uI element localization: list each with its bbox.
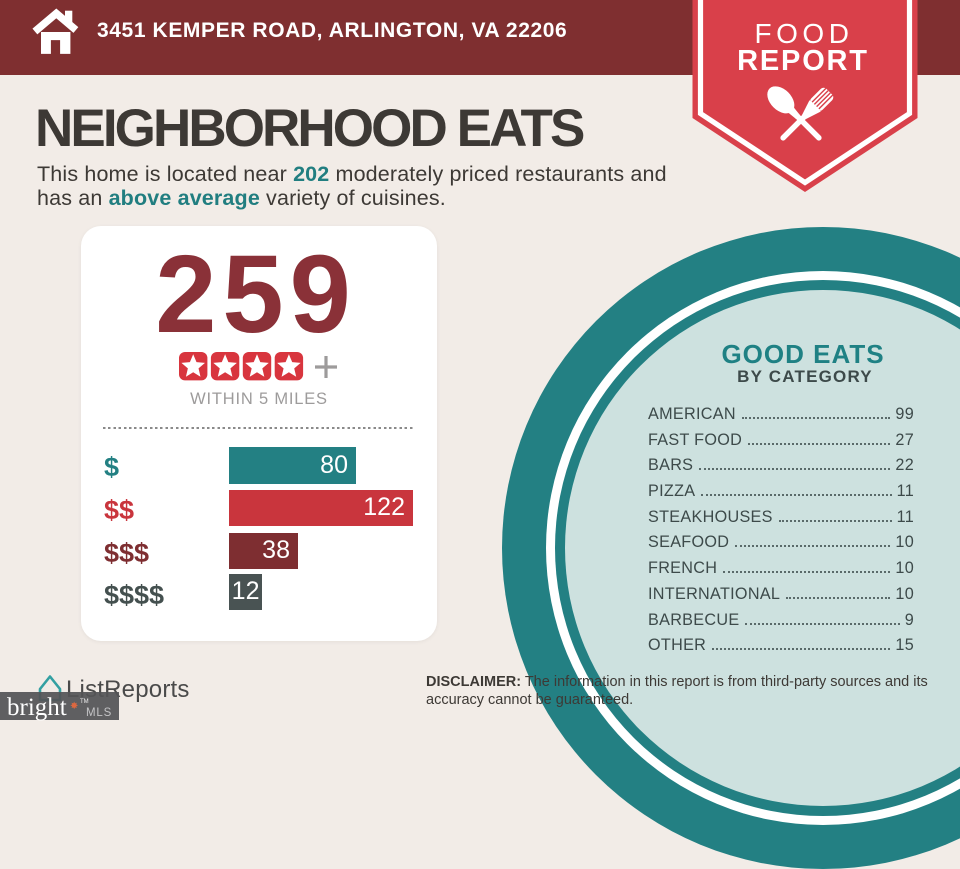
svg-text:REPORT: REPORT: [737, 45, 869, 77]
svg-text:FOOD: FOOD: [755, 18, 854, 49]
